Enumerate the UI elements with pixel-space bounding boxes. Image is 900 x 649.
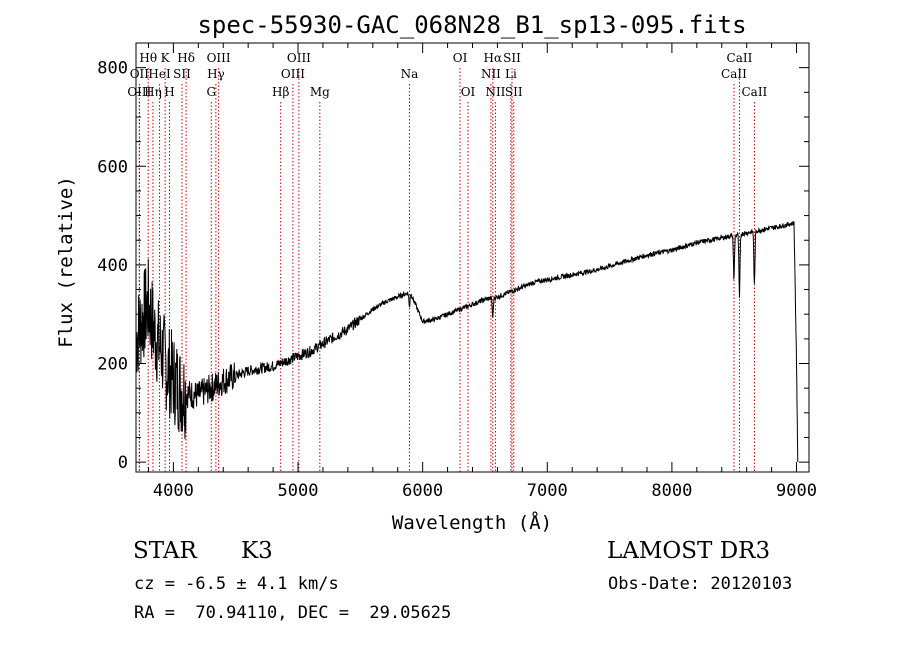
spectral-line-label: G <box>206 85 216 99</box>
spectral-line-label: OIII <box>207 51 231 65</box>
redshift-info: cz = -6.5 ± 4.1 km/s <box>134 574 339 594</box>
spectral-line-label: Hδ <box>177 51 195 65</box>
spectral-line-label: OIII <box>281 67 305 81</box>
spectral-line-label: NII <box>485 85 505 99</box>
spectral-line-label: CaII <box>727 51 753 65</box>
spectrum-series <box>135 221 799 463</box>
x-tick-label: 9000 <box>776 481 817 501</box>
x-tick-label: 6000 <box>402 481 443 501</box>
spectral-line-label: CaII <box>721 67 747 81</box>
spectral-line-label: Li <box>505 67 517 81</box>
spectral-line-label: SII <box>503 51 521 65</box>
x-tick-label: 4000 <box>153 481 194 501</box>
spectral-line-label: OII <box>130 67 150 81</box>
spectral-line-label: NII <box>481 67 501 81</box>
spectral-line-label: CaII <box>741 85 767 99</box>
x-tick-label: 7000 <box>527 481 568 501</box>
spectral-line-label: Na <box>401 67 419 81</box>
y-tick-label: 800 <box>97 59 128 79</box>
object-subclass: K3 <box>241 538 273 564</box>
spectrum-line <box>135 221 799 463</box>
coordinates: RA = 70.94110, DEC = 29.05625 <box>134 603 452 623</box>
spectral-line-label: OIII <box>287 51 311 65</box>
spectral-line-label: Hη <box>144 85 162 99</box>
spectral-line-label: Hγ <box>207 67 225 81</box>
spectral-line-label: Hθ <box>139 51 157 65</box>
spectral-line-label: H <box>164 85 174 99</box>
y-tick-label: 400 <box>97 256 128 276</box>
spectral-line-label: HeI <box>148 67 171 81</box>
axes: 4000 5000 6000 7000 8000 9000 0 200 400 600 800 <box>97 42 817 501</box>
y-tick-label: 600 <box>97 157 128 177</box>
survey-name: LAMOST DR3 <box>607 538 771 564</box>
spectral-line-label: OI <box>453 51 468 65</box>
y-axis-label: Flux (relative) <box>55 176 77 348</box>
x-tick-label: 8000 <box>651 481 692 501</box>
object-class: STAR <box>133 538 197 564</box>
spectral-line-label: SII <box>173 67 191 81</box>
observation-date: Obs-Date: 20120103 <box>608 574 793 594</box>
spectral-line-label: OI <box>461 85 476 99</box>
x-axis-label: Wavelength (Å) <box>392 511 552 534</box>
spectral-line-label: K <box>161 51 171 65</box>
y-tick-label: 200 <box>97 355 128 375</box>
spectral-line-label: Hβ <box>272 85 289 99</box>
spectral-line-label: Hα <box>484 51 503 65</box>
plot-frame <box>135 42 810 473</box>
spectral-line-label: SII <box>505 85 523 99</box>
y-tick-label: 0 <box>118 453 128 473</box>
x-tick-label: 5000 <box>278 481 319 501</box>
chart-title: spec-55930-GAC_068N28_B1_sp13-095.fits <box>197 11 746 39</box>
spectral-line-label: Mg <box>310 85 330 99</box>
